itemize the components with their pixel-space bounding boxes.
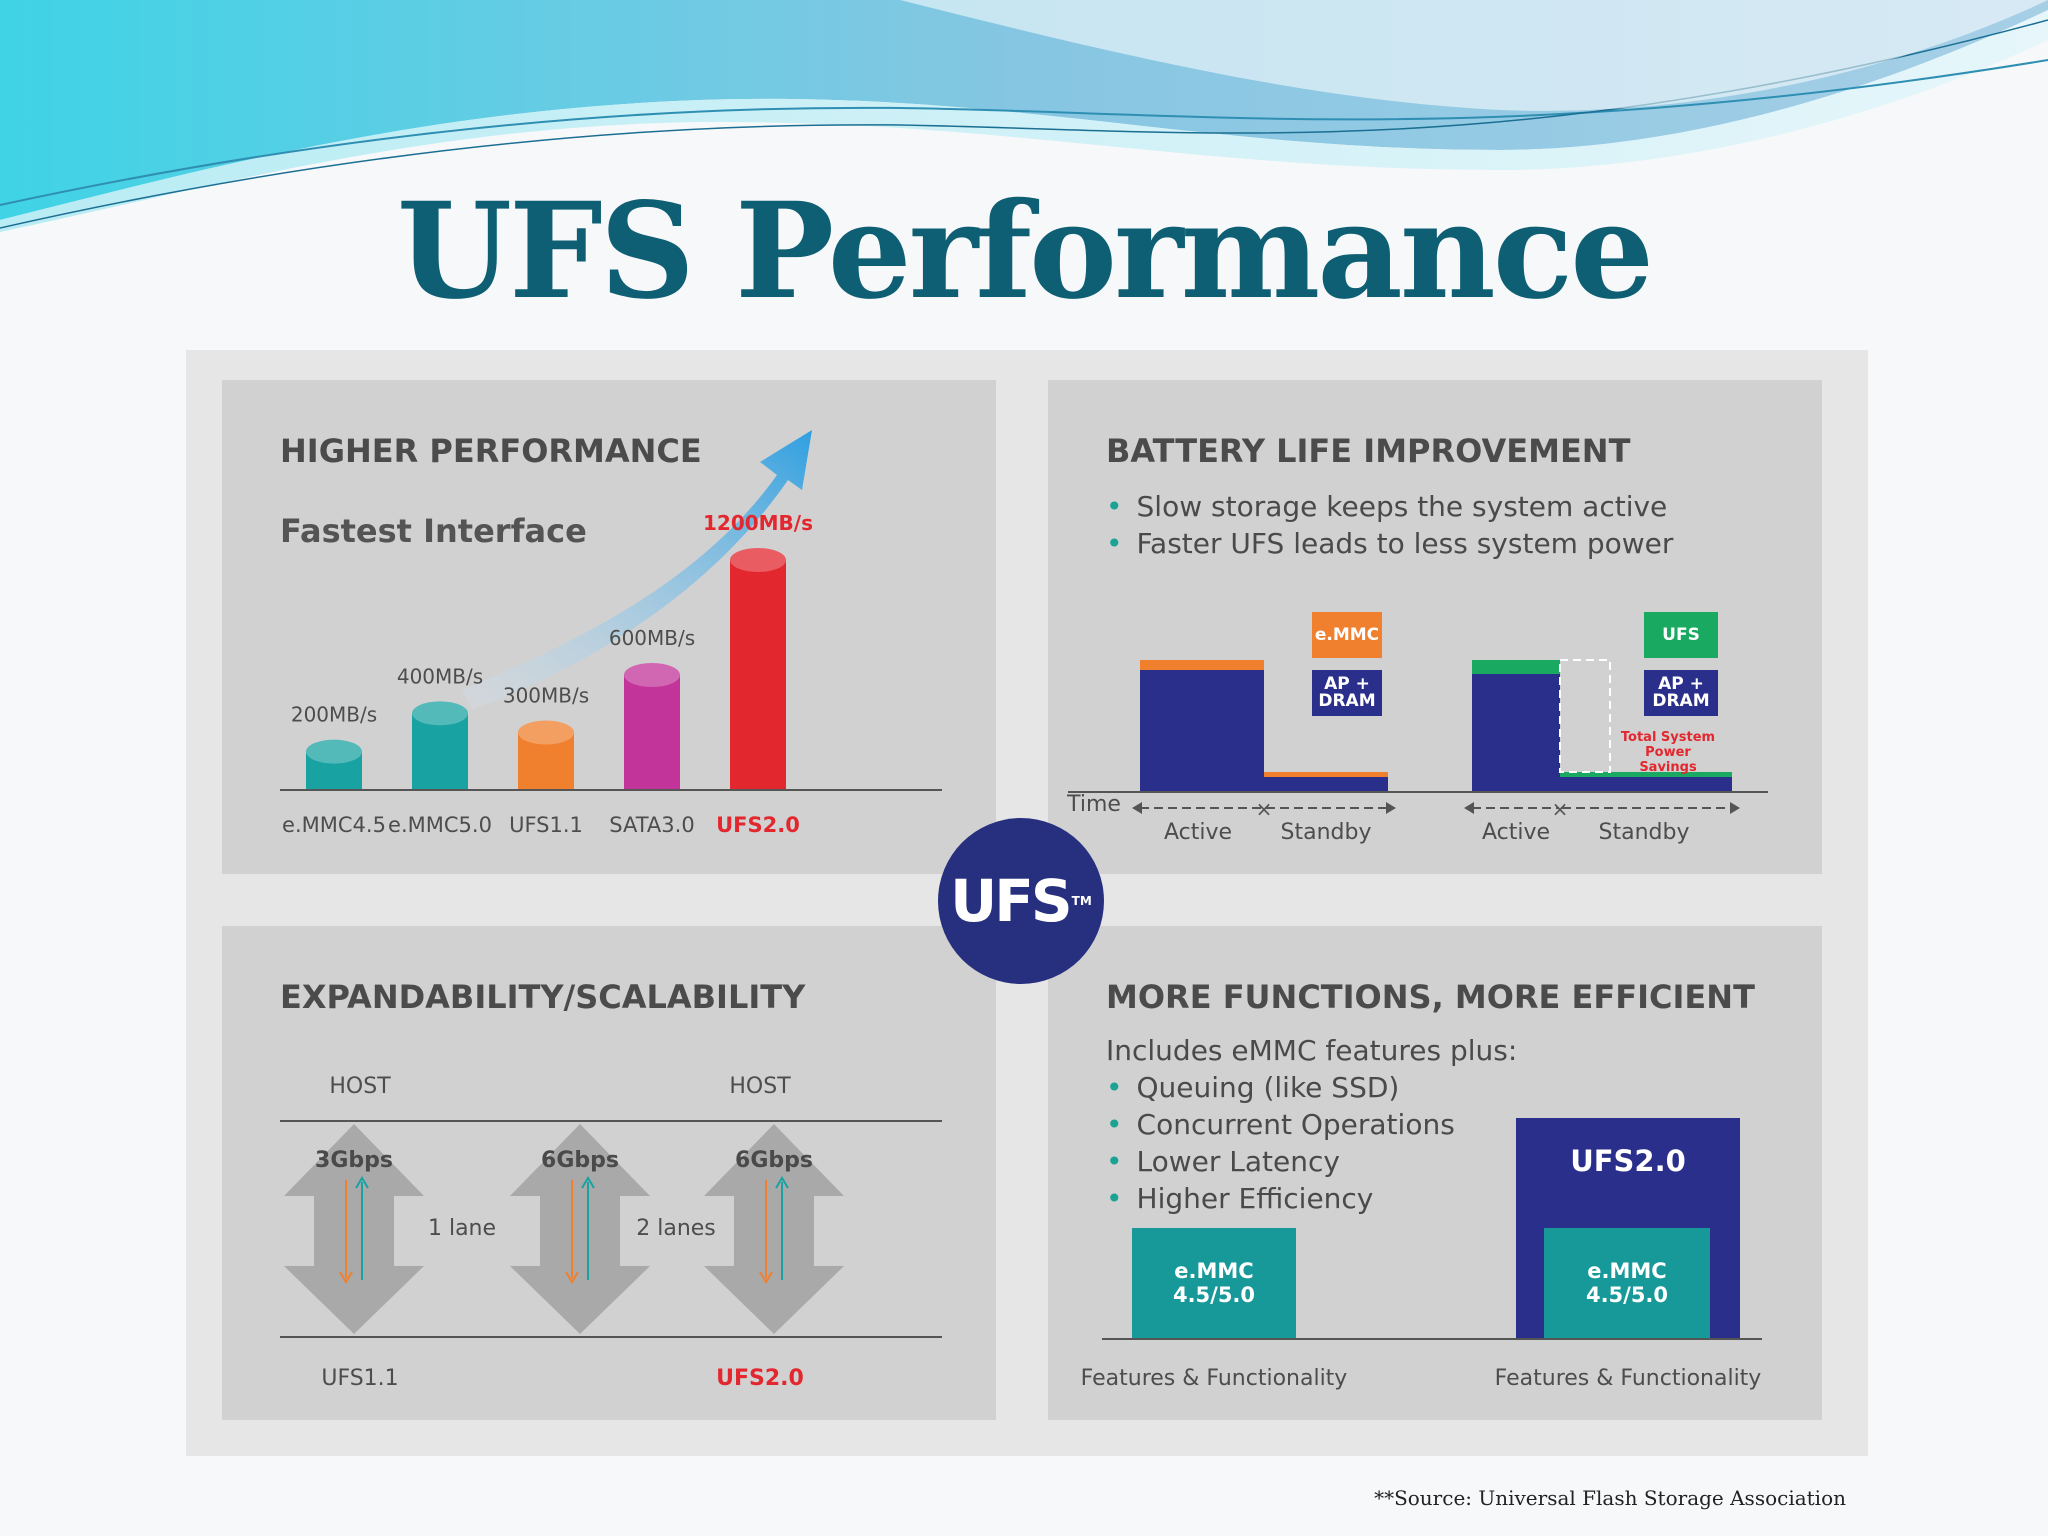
emmc-axis-label: Features & Functionality <box>1080 1366 1348 1391</box>
list-item: • Slow storage keeps the system active <box>1106 490 1668 523</box>
bar-value-label: 300MB/s <box>503 684 589 708</box>
scalability-title: EXPANDABILITY/SCALABILITY <box>280 978 806 1016</box>
source-note: **Source: Universal Flash Storage Associ… <box>1374 1486 1846 1510</box>
emmc-standby-label: Standby <box>1280 820 1372 845</box>
lane-count-label: 1 lane <box>427 1216 497 1241</box>
lane-count-label: 2 lanes <box>636 1216 716 1241</box>
power-timeline-diagram: × × <box>1068 659 1768 821</box>
lane-arrow-icon <box>704 1124 844 1334</box>
functions-intro: Includes eMMC features plus: <box>1106 1034 1518 1067</box>
bar-category-label: SATA3.0 <box>609 813 694 837</box>
growth-arrow-icon <box>462 430 812 710</box>
ufs-active-label: Active <box>1481 820 1551 845</box>
bar-value-label: 200MB/s <box>291 703 377 727</box>
speed-label-3gbps: 3Gbps <box>315 1148 393 1173</box>
bar-category-label: e.MMC4.5 <box>282 813 386 837</box>
ap-dram-legend-box-ufs: AP + DRAM <box>1644 670 1718 716</box>
bar-value-label: 1200MB/s <box>703 511 813 535</box>
speed-label-6gbps: 6Gbps <box>735 1148 813 1173</box>
ufs-active-power-bar <box>1472 660 1560 674</box>
header-wave-decoration <box>0 0 2048 232</box>
host-label-ufs20: HOST <box>729 1074 791 1099</box>
ufs-standby-bar <box>1560 772 1732 777</box>
battery-bullets: • Slow storage keeps the system active • F… <box>1106 488 1673 562</box>
battery-life-panel: BATTERY LIFE IMPROVEMENT • Slow storage k… <box>1048 380 1822 874</box>
ap-dram-active-bar-ufs <box>1472 674 1560 792</box>
host-divider-line <box>280 1120 942 1122</box>
list-item: • Lower Latency <box>1106 1145 1340 1178</box>
performance-bar-chart: 200MB/s e.MMC4.5 400MB/s e.MMC5.0 300MB/s UFS… <box>280 430 942 837</box>
bar-category-label: UFS2.0 <box>716 813 800 837</box>
ufs-features-box: UFS2.0 e.MMC 4.5/5.0 <box>1516 1118 1740 1338</box>
lane-arrow-icon <box>510 1124 650 1334</box>
ufs-standby-label: Standby <box>1598 820 1690 845</box>
emmc-legend-box: e.MMC <box>1312 612 1382 658</box>
list-item: • Concurrent Operations <box>1106 1108 1455 1141</box>
ufs-logo-badge: UFS TM <box>938 818 1104 984</box>
lane-arrow-icon <box>284 1124 424 1334</box>
svg-text:×: × <box>1552 797 1569 821</box>
emmc-inner-box: e.MMC 4.5/5.0 <box>1544 1228 1710 1338</box>
host-label-ufs11: HOST <box>329 1074 391 1099</box>
scalability-panel: EXPANDABILITY/SCALABILITY HOST HOST <box>222 926 996 1420</box>
bar-e.MMC4.5 <box>306 739 362 790</box>
battery-life-title: BATTERY LIFE IMPROVEMENT <box>1106 432 1631 470</box>
list-item: • Higher Efficiency <box>1106 1182 1374 1215</box>
slide-title: UFS Performance <box>396 174 1654 329</box>
ap-dram-standby-bar <box>1264 777 1388 792</box>
power-savings-outline <box>1559 659 1611 773</box>
svg-text:×: × <box>1256 797 1273 821</box>
emmc-features-box: e.MMC 4.5/5.0 <box>1132 1228 1296 1338</box>
higher-performance-panel: HIGHER PERFORMANCE Fastest Interface 200… <box>222 380 996 874</box>
functions-list: Includes eMMC features plus: • Queuing (l… <box>1106 1032 1517 1217</box>
bar-value-label: 600MB/s <box>609 626 695 650</box>
ufs-legend-box: UFS <box>1644 612 1718 658</box>
bar-value-label: 400MB/s <box>397 664 483 688</box>
features-baseline <box>1102 1338 1762 1340</box>
ufs20-box-label: UFS2.0 <box>1570 1144 1686 1178</box>
speed-label-6gbps: 6Gbps <box>541 1148 619 1173</box>
bar-category-label: UFS1.1 <box>509 813 583 837</box>
functions-title: MORE FUNCTIONS, MORE EFFICIENT <box>1106 978 1755 1016</box>
time-axis-label: Time <box>1067 792 1121 817</box>
bar-category-label: e.MMC5.0 <box>388 813 492 837</box>
bar-UFS1.1 <box>518 720 574 790</box>
emmc-standby-bar <box>1264 772 1388 777</box>
lane-arrows-diagram <box>284 1124 844 1334</box>
bar-UFS2.0 <box>730 548 786 790</box>
ap-dram-active-bar <box>1140 670 1264 792</box>
list-item: • Faster UFS leads to less system power <box>1106 527 1674 560</box>
list-item: • Queuing (like SSD) <box>1106 1071 1400 1104</box>
higher-performance-title: HIGHER PERFORMANCE <box>280 432 702 470</box>
ufs20-label: UFS2.0 <box>716 1366 804 1391</box>
bar-SATA3.0 <box>624 663 680 790</box>
fastest-interface-subtitle: Fastest Interface <box>280 512 587 550</box>
ufs11-label: UFS1.1 <box>321 1366 399 1391</box>
ap-dram-standby-bar-ufs <box>1560 777 1732 792</box>
ap-dram-legend-box: AP + DRAM <box>1312 670 1382 716</box>
emmc-active-label: Active <box>1163 820 1233 845</box>
device-divider-line <box>280 1336 942 1338</box>
ufs-axis-label: Features & Functionality <box>1494 1366 1762 1391</box>
bar-e.MMC5.0 <box>412 701 468 790</box>
functions-panel: MORE FUNCTIONS, MORE EFFICIENT Includes … <box>1048 926 1822 1420</box>
power-savings-label: Total System Power Savings <box>1620 730 1716 775</box>
emmc-active-power-bar <box>1140 660 1264 670</box>
